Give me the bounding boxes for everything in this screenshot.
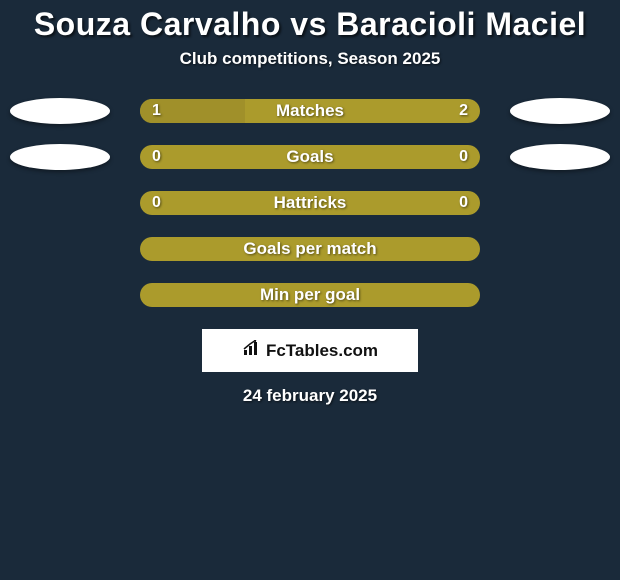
stat-bar: 0Goals0 (140, 145, 480, 169)
brand-box[interactable]: FcTables.com (202, 329, 418, 372)
stat-label: Matches (140, 99, 480, 123)
stat-bar: Min per goal (140, 283, 480, 307)
stat-row: 1Matches2 (0, 99, 620, 123)
brand-label: FcTables.com (242, 340, 378, 361)
stat-label: Min per goal (140, 283, 480, 307)
stat-row: 0Goals0 (0, 145, 620, 169)
stat-bar: 1Matches2 (140, 99, 480, 123)
brand-text: FcTables.com (266, 341, 378, 361)
stat-row: Min per goal (0, 283, 620, 307)
player-avatar-left (10, 98, 110, 124)
player-avatar-right (510, 144, 610, 170)
player-avatar-left (10, 144, 110, 170)
page-subtitle: Club competitions, Season 2025 (0, 49, 620, 69)
player-avatar-right (510, 98, 610, 124)
stat-label: Hattricks (140, 191, 480, 215)
stat-value-right: 0 (459, 191, 468, 215)
stat-label: Goals per match (140, 237, 480, 261)
comparison-widget: Souza Carvalho vs Baracioli Maciel Club … (0, 0, 620, 580)
page-title: Souza Carvalho vs Baracioli Maciel (0, 6, 620, 43)
stat-value-right: 2 (459, 99, 468, 123)
chart-icon (242, 340, 262, 361)
stat-row: 0Hattricks0 (0, 191, 620, 215)
stat-row: Goals per match (0, 237, 620, 261)
date-line: 24 february 2025 (0, 386, 620, 406)
stat-bar: 0Hattricks0 (140, 191, 480, 215)
stat-rows: 1Matches20Goals00Hattricks0Goals per mat… (0, 99, 620, 307)
stat-value-right: 0 (459, 145, 468, 169)
stat-label: Goals (140, 145, 480, 169)
stat-bar: Goals per match (140, 237, 480, 261)
